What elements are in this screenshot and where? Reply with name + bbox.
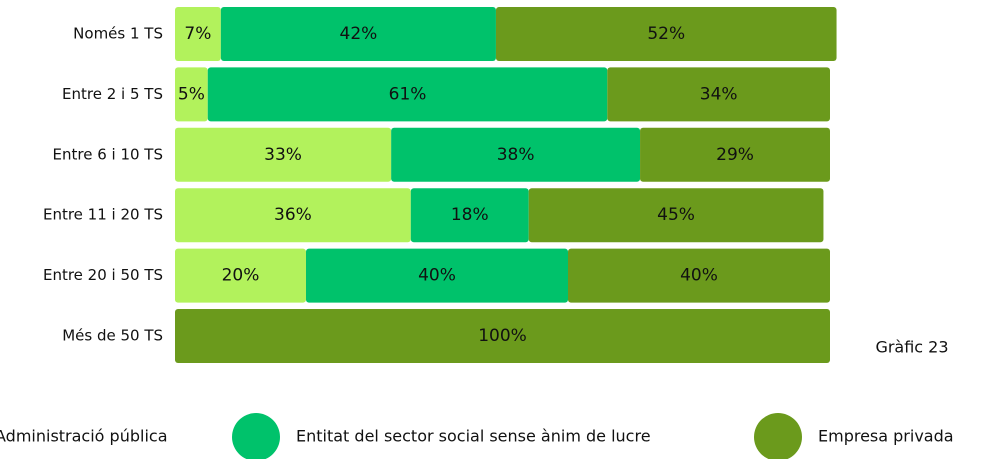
value-label: 29% [716,145,754,165]
value-label: 40% [418,266,456,286]
value-label: 42% [340,24,378,44]
annotation: Gràfic 23 [875,338,948,357]
y-tick-label: Entre 2 i 5 TS [62,85,163,103]
bar-segment [528,188,824,243]
value-label: 61% [389,84,427,104]
bar-segment [175,67,208,122]
bar-segment [175,188,411,243]
y-tick-label: Entre 20 i 50 TS [43,266,163,284]
bar-segment [175,127,392,182]
value-label: 100% [478,326,527,346]
value-label: 52% [647,24,685,44]
value-label: 34% [700,84,738,104]
value-label: 7% [184,24,211,44]
bar-segment [175,7,221,61]
bar-segment [495,7,837,61]
legend-label: Empresa privada [818,427,954,446]
bar-segment [391,127,641,182]
y-tick-label: Només 1 TS [73,25,163,43]
value-label: 40% [680,266,718,286]
bar-segment [568,248,830,303]
value-label: 45% [657,205,695,225]
value-label: 20% [222,266,260,286]
bar-segment [640,127,830,182]
bar-segment [175,309,830,363]
y-tick-label: Entre 11 i 20 TS [43,206,163,224]
legend-marker [232,413,280,459]
value-label: 33% [264,145,302,165]
value-label: 18% [451,205,489,225]
y-tick-label: Més de 50 TS [62,327,163,345]
bar-segment [207,67,608,122]
legend-label: Entitat del sector social sense ànim de … [296,427,651,446]
bar-segment [607,67,830,122]
value-label: 36% [274,205,312,225]
y-tick-label: Entre 6 i 10 TS [53,145,164,163]
legend-marker [754,413,802,459]
bar-segment [410,188,529,243]
value-label: 5% [178,84,205,104]
legend-label: Administració pública [0,427,168,446]
value-label: 38% [497,145,535,165]
bar-segment [306,248,568,303]
bar-segment [175,248,306,303]
bar-segment [220,7,496,61]
